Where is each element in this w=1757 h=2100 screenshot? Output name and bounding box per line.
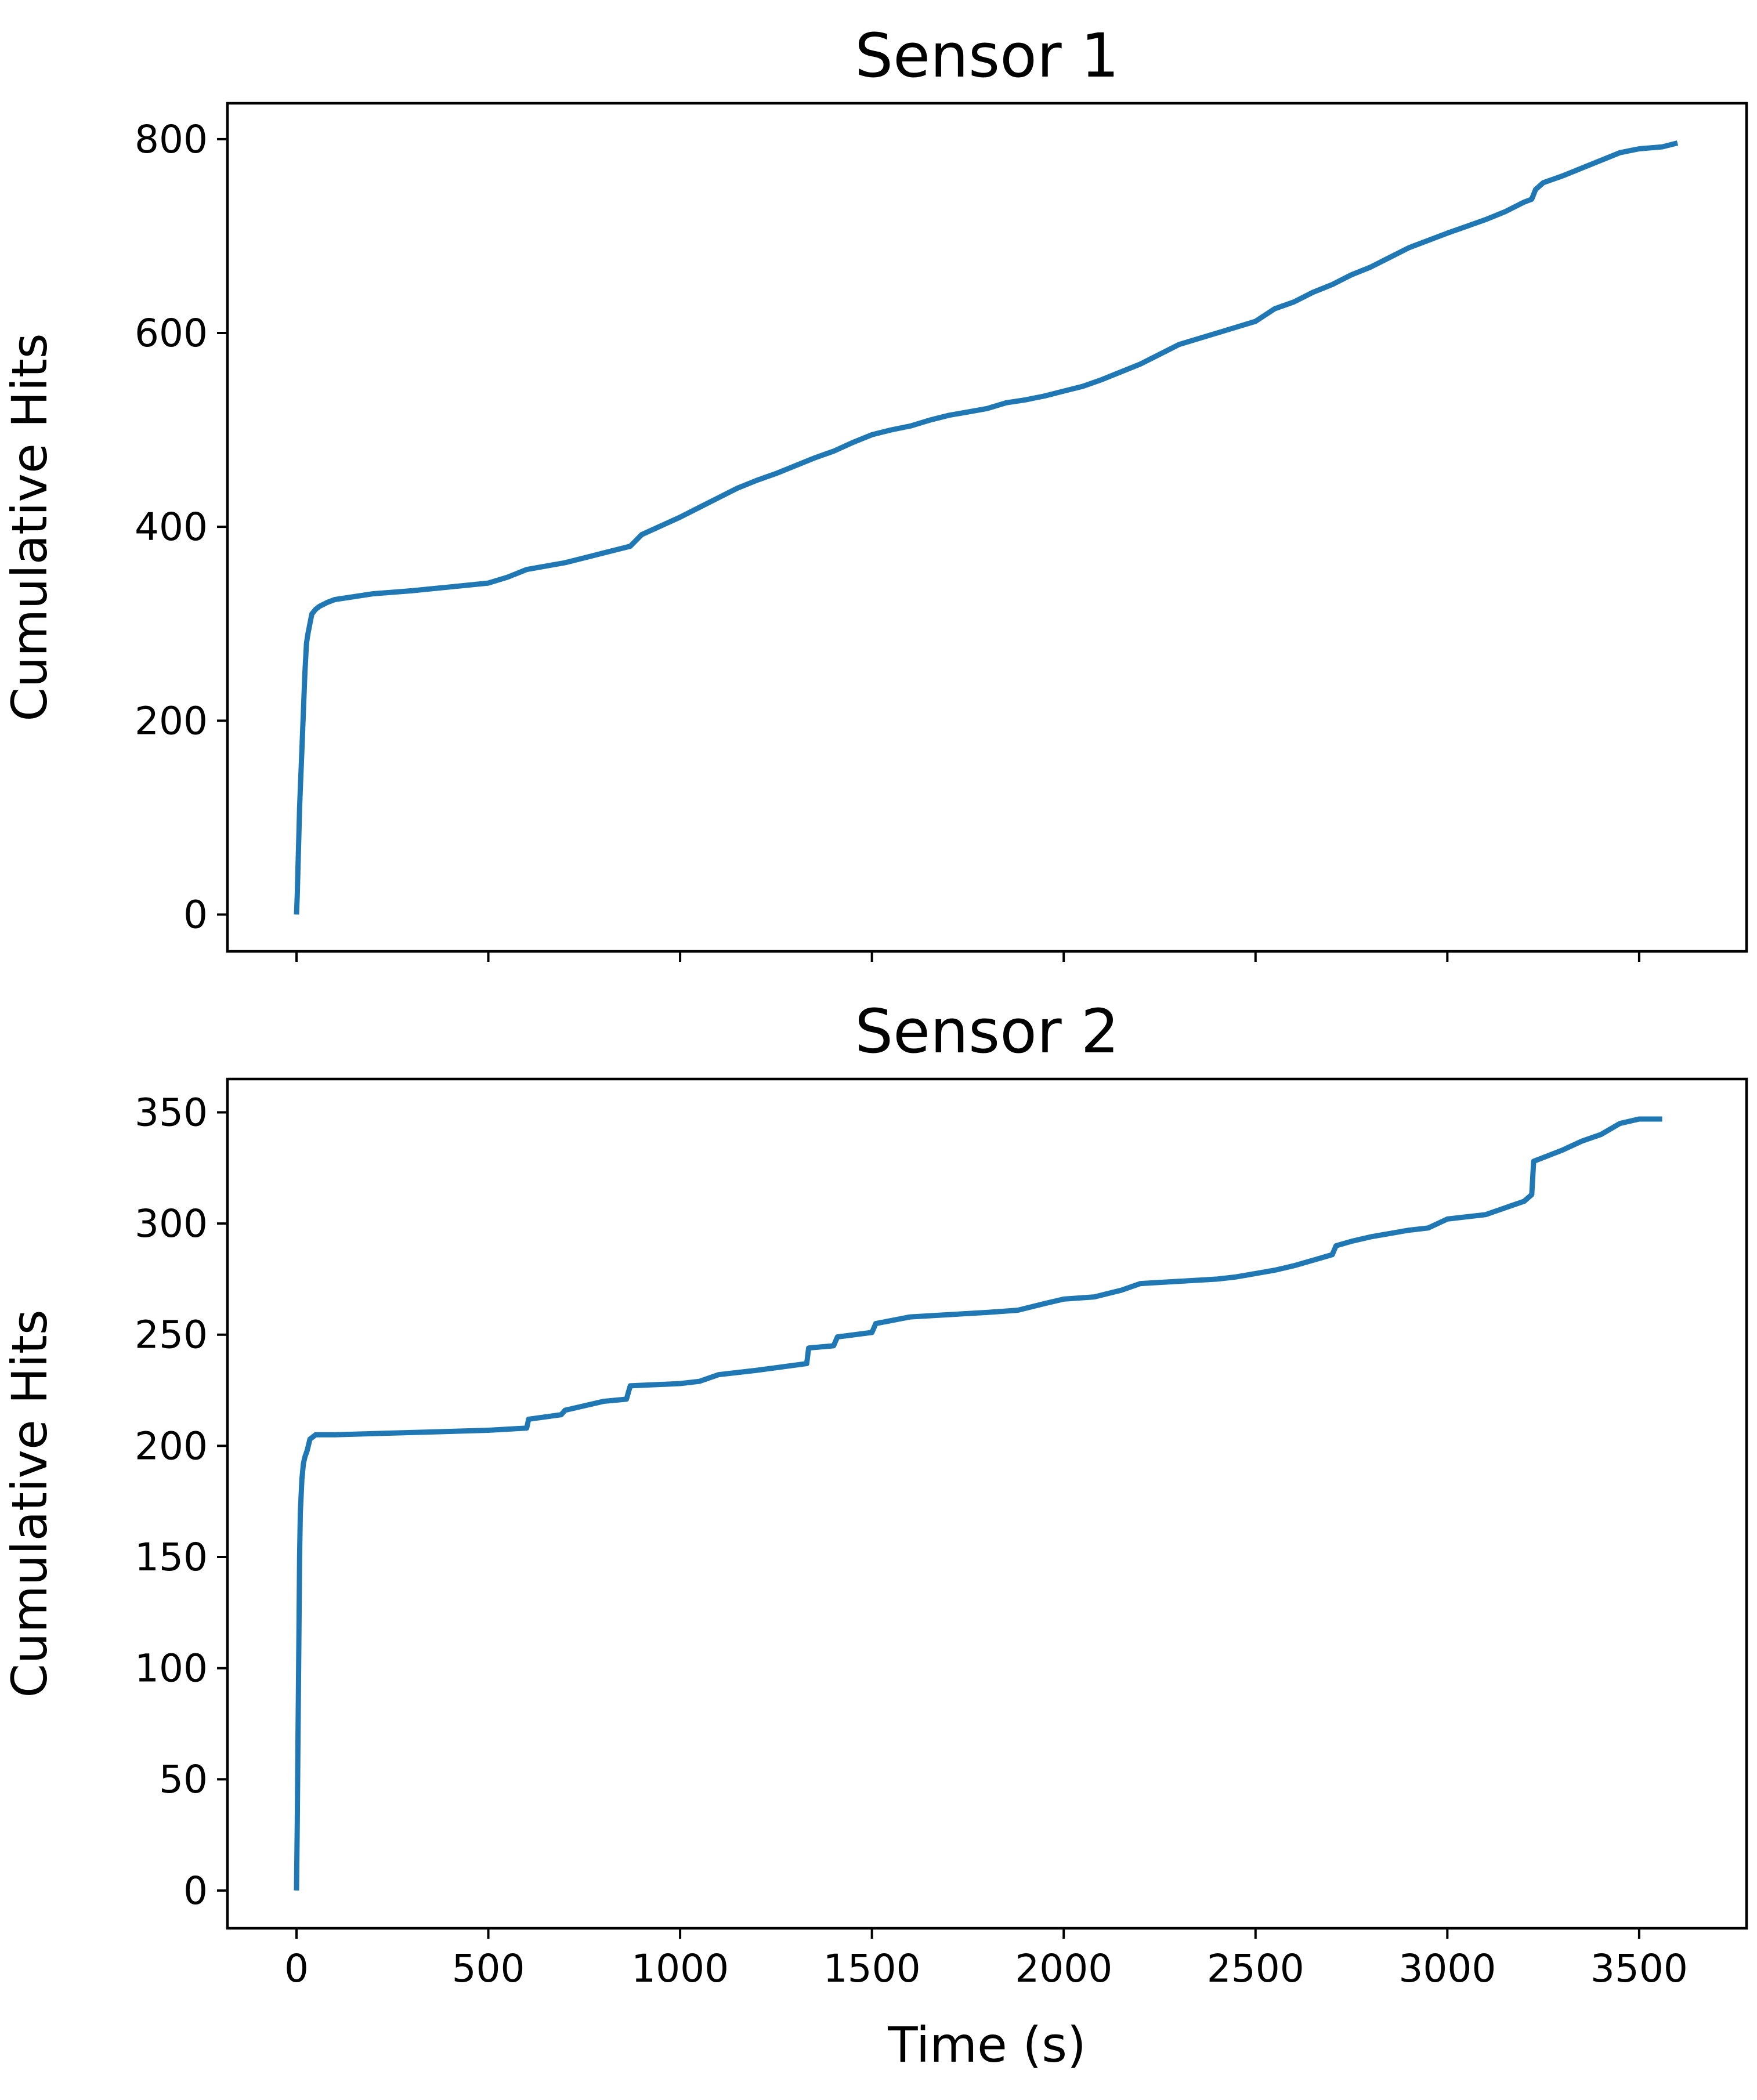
y-tick-label: 0	[183, 893, 208, 937]
y-tick-label: 250	[135, 1313, 208, 1357]
x-tick-label: 2000	[1015, 1946, 1112, 1991]
y-tick-label: 600	[135, 311, 208, 356]
sensor-1-plot: Sensor 1 0 200 400 600 800 Cumulative Hits	[1, 20, 1748, 962]
plot-frame	[226, 102, 1748, 953]
y-axis-label: Cumulative Hits	[1, 333, 58, 721]
chart-title: Sensor 1	[855, 20, 1119, 91]
y-tick-label: 300	[135, 1201, 208, 1246]
y-tick-label: 200	[135, 698, 208, 743]
y-tick-label: 800	[135, 117, 208, 162]
plot-frame	[226, 1077, 1748, 1930]
y-tick-label: 350	[135, 1090, 208, 1135]
chart-title: Sensor 2	[855, 996, 1119, 1067]
y-tick-label: 200	[135, 1424, 208, 1468]
y-axis-label: Cumulative Hits	[1, 1309, 58, 1697]
x-tick-label: 500	[452, 1946, 525, 1991]
y-tick-label: 100	[135, 1646, 208, 1691]
x-axis-label: Time (s)	[887, 2016, 1086, 2073]
x-tick-label: 3500	[1590, 1946, 1688, 1991]
y-tick-label: 150	[135, 1535, 208, 1580]
series-line	[294, 1116, 1662, 1891]
x-tick-label: 3000	[1398, 1946, 1496, 1991]
x-tick-label: 1000	[631, 1946, 729, 1991]
x-tick-label: 2500	[1207, 1946, 1304, 1991]
y-tick-label: 50	[159, 1757, 208, 1802]
y-tick-label: 400	[135, 505, 208, 549]
x-tick-label: 0	[284, 1946, 309, 1991]
series-line	[294, 140, 1679, 915]
y-tick-label: 0	[183, 1869, 208, 1913]
x-tick-label: 1500	[823, 1946, 921, 1991]
